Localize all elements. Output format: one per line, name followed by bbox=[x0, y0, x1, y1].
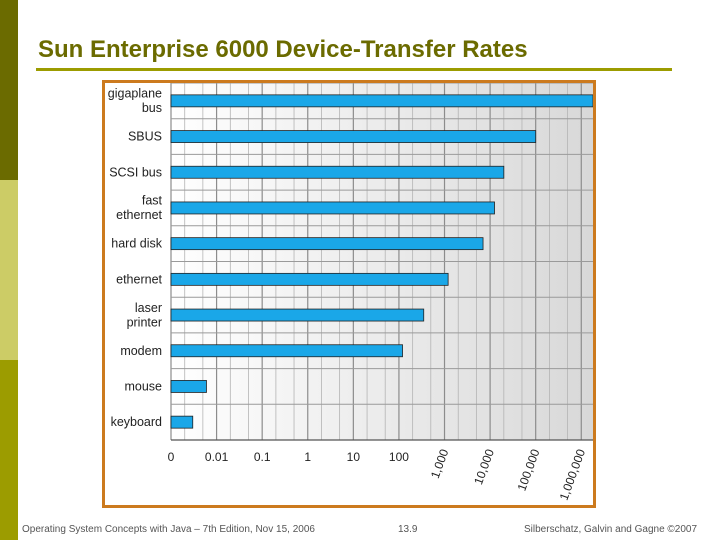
x-tick-label: 10 bbox=[347, 450, 361, 464]
category-label: keyboard bbox=[111, 415, 162, 429]
x-tick-label: 1,000 bbox=[428, 447, 452, 480]
bar bbox=[170, 130, 537, 143]
category-label: ethernet bbox=[116, 272, 162, 286]
bar bbox=[170, 237, 484, 251]
x-tick-label: 10,000 bbox=[471, 447, 497, 487]
x-tick-label: 100,000 bbox=[515, 447, 543, 493]
bar bbox=[170, 308, 425, 322]
chart-frame: gigaplane bus SBUS SCSI bus fast ethernet hard… bbox=[102, 80, 596, 508]
category-label: bus bbox=[142, 101, 162, 115]
category-label: SBUS bbox=[128, 130, 162, 144]
bar bbox=[170, 165, 505, 179]
bar bbox=[170, 380, 207, 393]
sidebar-band-bottom bbox=[0, 360, 18, 540]
category-label: mouse bbox=[124, 379, 162, 393]
x-tick-label: 0.01 bbox=[205, 450, 229, 464]
chart-bars bbox=[170, 94, 593, 429]
x-tick-label: 1 bbox=[304, 450, 311, 464]
footer-page-number: 13.9 bbox=[398, 524, 418, 535]
category-label: fast bbox=[142, 194, 163, 208]
slide-title: Sun Enterprise 6000 Device-Transfer Rate… bbox=[38, 36, 528, 63]
bar bbox=[170, 415, 194, 429]
category-label: ethernet bbox=[116, 208, 162, 222]
category-label: hard disk bbox=[111, 237, 162, 251]
bar bbox=[170, 201, 495, 215]
x-tick-label: 0 bbox=[168, 450, 175, 464]
category-label: laser bbox=[135, 301, 162, 315]
title-underline bbox=[36, 68, 672, 71]
x-tick-label: 100 bbox=[389, 450, 409, 464]
sidebar-decoration bbox=[0, 0, 18, 540]
category-label: SCSI bus bbox=[109, 165, 162, 179]
category-label: modem bbox=[120, 344, 162, 358]
x-tick-label: 1,000,000 bbox=[557, 447, 589, 502]
footer-copyright: Silberschatz, Galvin and Gagne ©2007 bbox=[524, 524, 698, 535]
sidebar-band-middle bbox=[0, 180, 18, 360]
sidebar-band-top bbox=[0, 0, 18, 180]
category-label: gigaplane bbox=[108, 87, 162, 101]
x-tick-label: 0.1 bbox=[254, 450, 271, 464]
footer-course-title: Operating System Concepts with Java – 7t… bbox=[22, 524, 315, 535]
x-tick-labels: 0 0.01 0.1 1 10 100 1,000 10,000 100,000 1,000,00… bbox=[168, 447, 589, 502]
bar bbox=[170, 344, 403, 358]
bar bbox=[170, 272, 449, 286]
bar bbox=[170, 94, 593, 108]
category-label: printer bbox=[127, 315, 162, 329]
